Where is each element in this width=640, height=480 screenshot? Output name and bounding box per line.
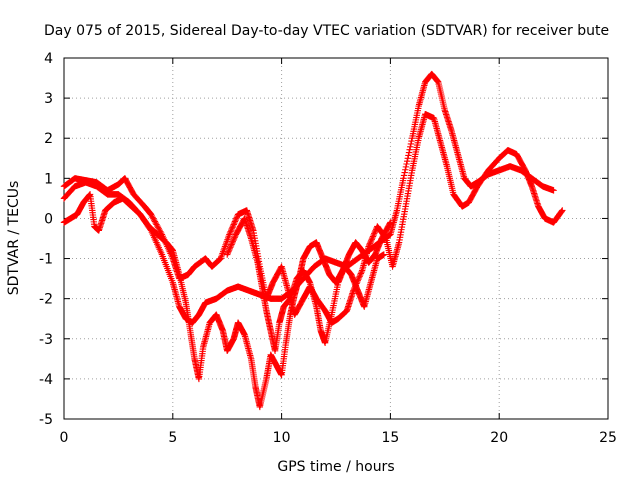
x-tick-label: 0	[60, 430, 69, 446]
chart-title: Day 075 of 2015, Sidereal Day-to-day VTE…	[44, 23, 609, 39]
data-point	[150, 215, 157, 222]
data-point	[227, 228, 234, 235]
data-point	[229, 224, 236, 231]
data-point	[225, 248, 232, 255]
data-point	[227, 242, 235, 250]
data-point	[550, 187, 557, 194]
data-point	[148, 212, 156, 220]
x-tick-label: 15	[381, 430, 399, 446]
x-tick-label: 20	[490, 430, 508, 446]
data-point	[228, 225, 236, 232]
x-tick-label: 25	[599, 430, 617, 446]
y-tick-label: 1	[44, 171, 53, 187]
data-point	[231, 234, 238, 241]
y-tick-label: 4	[44, 51, 53, 67]
data-point	[230, 221, 237, 228]
data-point	[228, 241, 235, 248]
data-point	[403, 157, 411, 165]
data-point	[400, 175, 407, 182]
y-tick-label: -5	[39, 412, 53, 428]
data-points	[60, 70, 566, 411]
data-point	[224, 251, 231, 258]
series-track-c	[60, 191, 394, 411]
data-point	[369, 233, 377, 240]
data-point	[355, 274, 363, 281]
y-tick-label: -4	[39, 372, 53, 388]
data-point	[402, 166, 409, 173]
data-point	[403, 160, 410, 168]
data-point	[154, 224, 162, 231]
data-point	[226, 245, 233, 253]
data-point	[366, 241, 373, 249]
data-point	[371, 230, 378, 237]
data-point	[407, 140, 415, 148]
y-tick-label: -2	[39, 292, 53, 308]
data-point	[370, 231, 377, 239]
data-point	[155, 225, 163, 232]
data-point	[154, 222, 161, 230]
y-tick-label: -1	[39, 252, 53, 268]
y-axis-label: SDTVAR / TECUs	[6, 181, 22, 296]
data-point	[366, 240, 374, 247]
data-point	[228, 239, 236, 247]
plot-area-frame	[63, 57, 609, 420]
data-point	[401, 169, 408, 176]
data-point	[380, 251, 388, 258]
y-tick-label: 0	[44, 211, 53, 227]
data-point	[156, 226, 163, 234]
data-point	[559, 207, 566, 214]
data-point	[151, 218, 159, 225]
data-point	[408, 137, 415, 145]
data-point	[224, 249, 232, 257]
x-tick-label: 5	[168, 430, 177, 446]
data-point	[226, 231, 233, 238]
y-tick-label: -3	[39, 332, 53, 348]
data-point	[400, 172, 408, 179]
data-point	[358, 268, 365, 276]
data-point	[405, 149, 413, 156]
data-point	[405, 152, 412, 159]
data-point	[226, 229, 234, 237]
grid	[64, 58, 608, 419]
data-point	[152, 219, 159, 227]
data-point	[386, 220, 393, 227]
y-tick-label: 2	[44, 131, 53, 147]
x-tick-label: 10	[273, 430, 291, 446]
data-point	[229, 238, 236, 245]
data-point	[233, 215, 240, 222]
data-point	[147, 211, 155, 218]
data-point	[367, 237, 375, 244]
data-point	[229, 222, 237, 230]
data-point	[407, 143, 414, 151]
axis-ticks: 0 5 10 15 20 25 -5 -4 -3 -2 -1 0 1 2 3 4	[39, 51, 617, 446]
data-point	[225, 247, 233, 254]
data-point	[230, 235, 238, 242]
data-point	[356, 273, 363, 280]
data-point	[231, 218, 239, 225]
data-point	[369, 234, 376, 242]
data-point	[371, 228, 379, 236]
data-point	[368, 236, 375, 243]
data-point	[230, 237, 237, 244]
data-point	[150, 216, 158, 224]
data-point	[231, 219, 238, 227]
x-axis-label: GPS time / hours	[277, 459, 394, 475]
data-point	[367, 239, 374, 246]
data-point	[404, 155, 412, 162]
data-point	[357, 270, 365, 277]
data-point	[232, 216, 239, 224]
y-tick-label: 3	[44, 91, 53, 107]
data-point	[228, 226, 235, 234]
data-point	[365, 243, 372, 250]
data-point	[387, 219, 394, 226]
data-point	[406, 146, 413, 153]
data-point	[227, 244, 234, 251]
data-point	[149, 214, 156, 221]
series-track-d	[224, 215, 388, 355]
data-point	[153, 221, 160, 228]
data-point	[558, 208, 565, 215]
data-point	[357, 271, 364, 279]
data-point	[402, 163, 410, 171]
